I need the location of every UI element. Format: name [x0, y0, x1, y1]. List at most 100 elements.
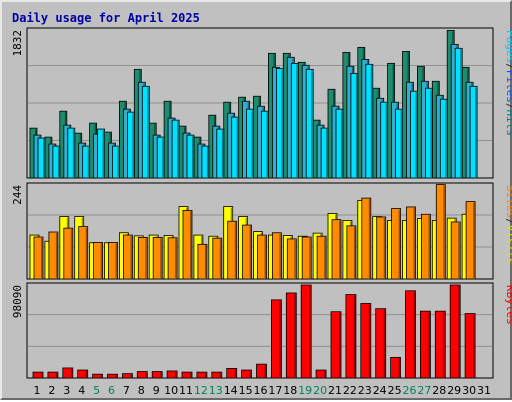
top-pages-bar: [380, 101, 389, 179]
x-tick-label: 4: [78, 384, 85, 397]
top-pages-bar-shade: [460, 49, 462, 178]
middle-sites-bar: [197, 243, 208, 280]
bottom-kbytes-bar-shade: [41, 373, 43, 377]
top-pages-bar: [216, 128, 225, 179]
middle-sites-bar-shade: [204, 245, 207, 278]
bottom-kbytes-bar-shade: [294, 293, 296, 377]
middle-sites-bar-shade: [190, 211, 192, 278]
top-pages-bar: [365, 63, 374, 179]
top-pages-bar-shade: [206, 147, 209, 177]
middle-sites-bar: [420, 213, 431, 280]
x-tick-label: 30: [462, 384, 476, 397]
middle-axis-label-part: Sites: [504, 185, 512, 218]
bottom-kbytes-bar: [181, 371, 193, 379]
middle-axis-label-part: /: [504, 218, 512, 225]
top-pages-bar: [186, 134, 195, 179]
x-tick-label: 14: [224, 384, 238, 397]
top-ymax-label: 1832: [11, 30, 24, 57]
bottom-kbytes-bar: [196, 371, 208, 379]
top-pages-bar-shade: [132, 113, 134, 177]
middle-sites-bar: [212, 237, 223, 280]
middle-sites-bar-shade: [428, 215, 430, 278]
bottom-kbytes-bar: [151, 371, 163, 379]
bottom-kbytes-bar-shade: [324, 371, 326, 377]
bottom-kbytes-bar: [270, 299, 282, 379]
x-tick-label: 23: [358, 384, 372, 397]
top-pages-bar: [97, 128, 105, 179]
chart-title: Daily usage for April 2025: [12, 11, 200, 25]
bottom-kbytes-bar-shade: [234, 369, 237, 377]
bottom-kbytes-bar-shade: [190, 373, 192, 377]
top-pages-bar-shade: [430, 89, 432, 177]
middle-sites-bar-shade: [279, 233, 281, 278]
middle-sites-bar-shade: [145, 238, 147, 278]
middle-sites-bar-shade: [368, 199, 371, 278]
x-tick-label: 28: [432, 384, 446, 397]
x-tick-label: 20: [313, 384, 327, 397]
bottom-kbytes-bar-shade: [70, 368, 73, 377]
top-pages-bar-shade: [147, 87, 149, 177]
middle-sites-bar-shade: [473, 202, 475, 278]
x-tick-label: 21: [328, 384, 342, 397]
middle-sites-bar-shade: [85, 227, 88, 278]
middle-sites-bar-shade: [324, 237, 326, 278]
middle-sites-bar-shade: [458, 222, 460, 278]
top-axis-label-part: Pages: [504, 30, 512, 63]
bottom-kbytes-bar-shade: [368, 304, 371, 377]
middle-sites-bar: [123, 234, 133, 280]
bottom-kbytes-bar: [360, 303, 372, 379]
bottom-kbytes-bar-shade: [145, 372, 147, 377]
top-pages-bar: [320, 127, 329, 179]
x-tick-label: 15: [239, 384, 253, 397]
top-pages-bar: [201, 145, 210, 179]
top-pages-bar-shade: [177, 121, 179, 177]
middle-sites-bar: [182, 210, 193, 280]
top-pages-bar-shade: [475, 87, 477, 177]
top-pages-bar: [82, 145, 91, 179]
middle-sites-bar-shade: [353, 226, 356, 278]
top-pages-bar-shade: [311, 70, 313, 177]
bottom-axis-label-part: KBytes: [504, 285, 512, 325]
top-pages-bar-shade: [102, 130, 105, 177]
top-axis-label-part: /: [504, 63, 512, 70]
x-tick-label: 19: [298, 384, 312, 397]
middle-sites-bar: [152, 236, 163, 280]
top-pages-bar: [156, 136, 165, 179]
middle-axis-label: Sites/Visits: [504, 185, 512, 265]
middle-sites-bar: [435, 184, 446, 280]
bottom-kbytes-bar-shade: [398, 358, 401, 377]
middle-ymax-label: 244: [11, 185, 24, 205]
top-pages-bar: [350, 72, 359, 179]
bottom-kbytes-bar: [226, 368, 238, 379]
bottom-kbytes-bar: [464, 313, 476, 379]
bottom-kbytes-bar: [241, 369, 253, 379]
bottom-kbytes-bar: [32, 371, 44, 379]
middle-sites-bar-shade: [100, 243, 103, 278]
top-pages-bar-shade: [221, 130, 224, 177]
top-pages-bar-shade: [296, 64, 298, 177]
top-pages-bar: [410, 90, 418, 179]
bottom-kbytes-bar: [256, 363, 267, 379]
bottom-kbytes-bar: [330, 311, 342, 379]
top-pages-bar-shade: [57, 147, 60, 177]
middle-sites-bar-shade: [398, 209, 401, 278]
x-tick-label: 22: [343, 384, 357, 397]
middle-sites-bar-shade: [339, 220, 341, 278]
x-tick-label: 3: [63, 384, 70, 397]
bottom-kbytes-bar: [390, 357, 402, 379]
bottom-kbytes-bar: [77, 369, 89, 379]
x-tick-label: 31: [477, 384, 491, 397]
top-pages-bar: [171, 119, 180, 179]
bottom-kbytes-bar: [315, 369, 327, 379]
bottom-kbytes-bar: [92, 373, 103, 379]
bottom-kbytes-bar: [107, 373, 118, 379]
middle-sites-bar-shade: [249, 226, 252, 278]
middle-sites-bar: [361, 197, 372, 280]
bottom-kbytes-bar-shade: [353, 295, 356, 377]
middle-sites-bar: [167, 237, 178, 280]
bottom-kbytes-bar-shade: [443, 312, 445, 377]
middle-sites-bar: [257, 234, 267, 280]
bottom-kbytes-bar: [434, 310, 446, 379]
top-pages-bar-shade: [162, 138, 164, 177]
